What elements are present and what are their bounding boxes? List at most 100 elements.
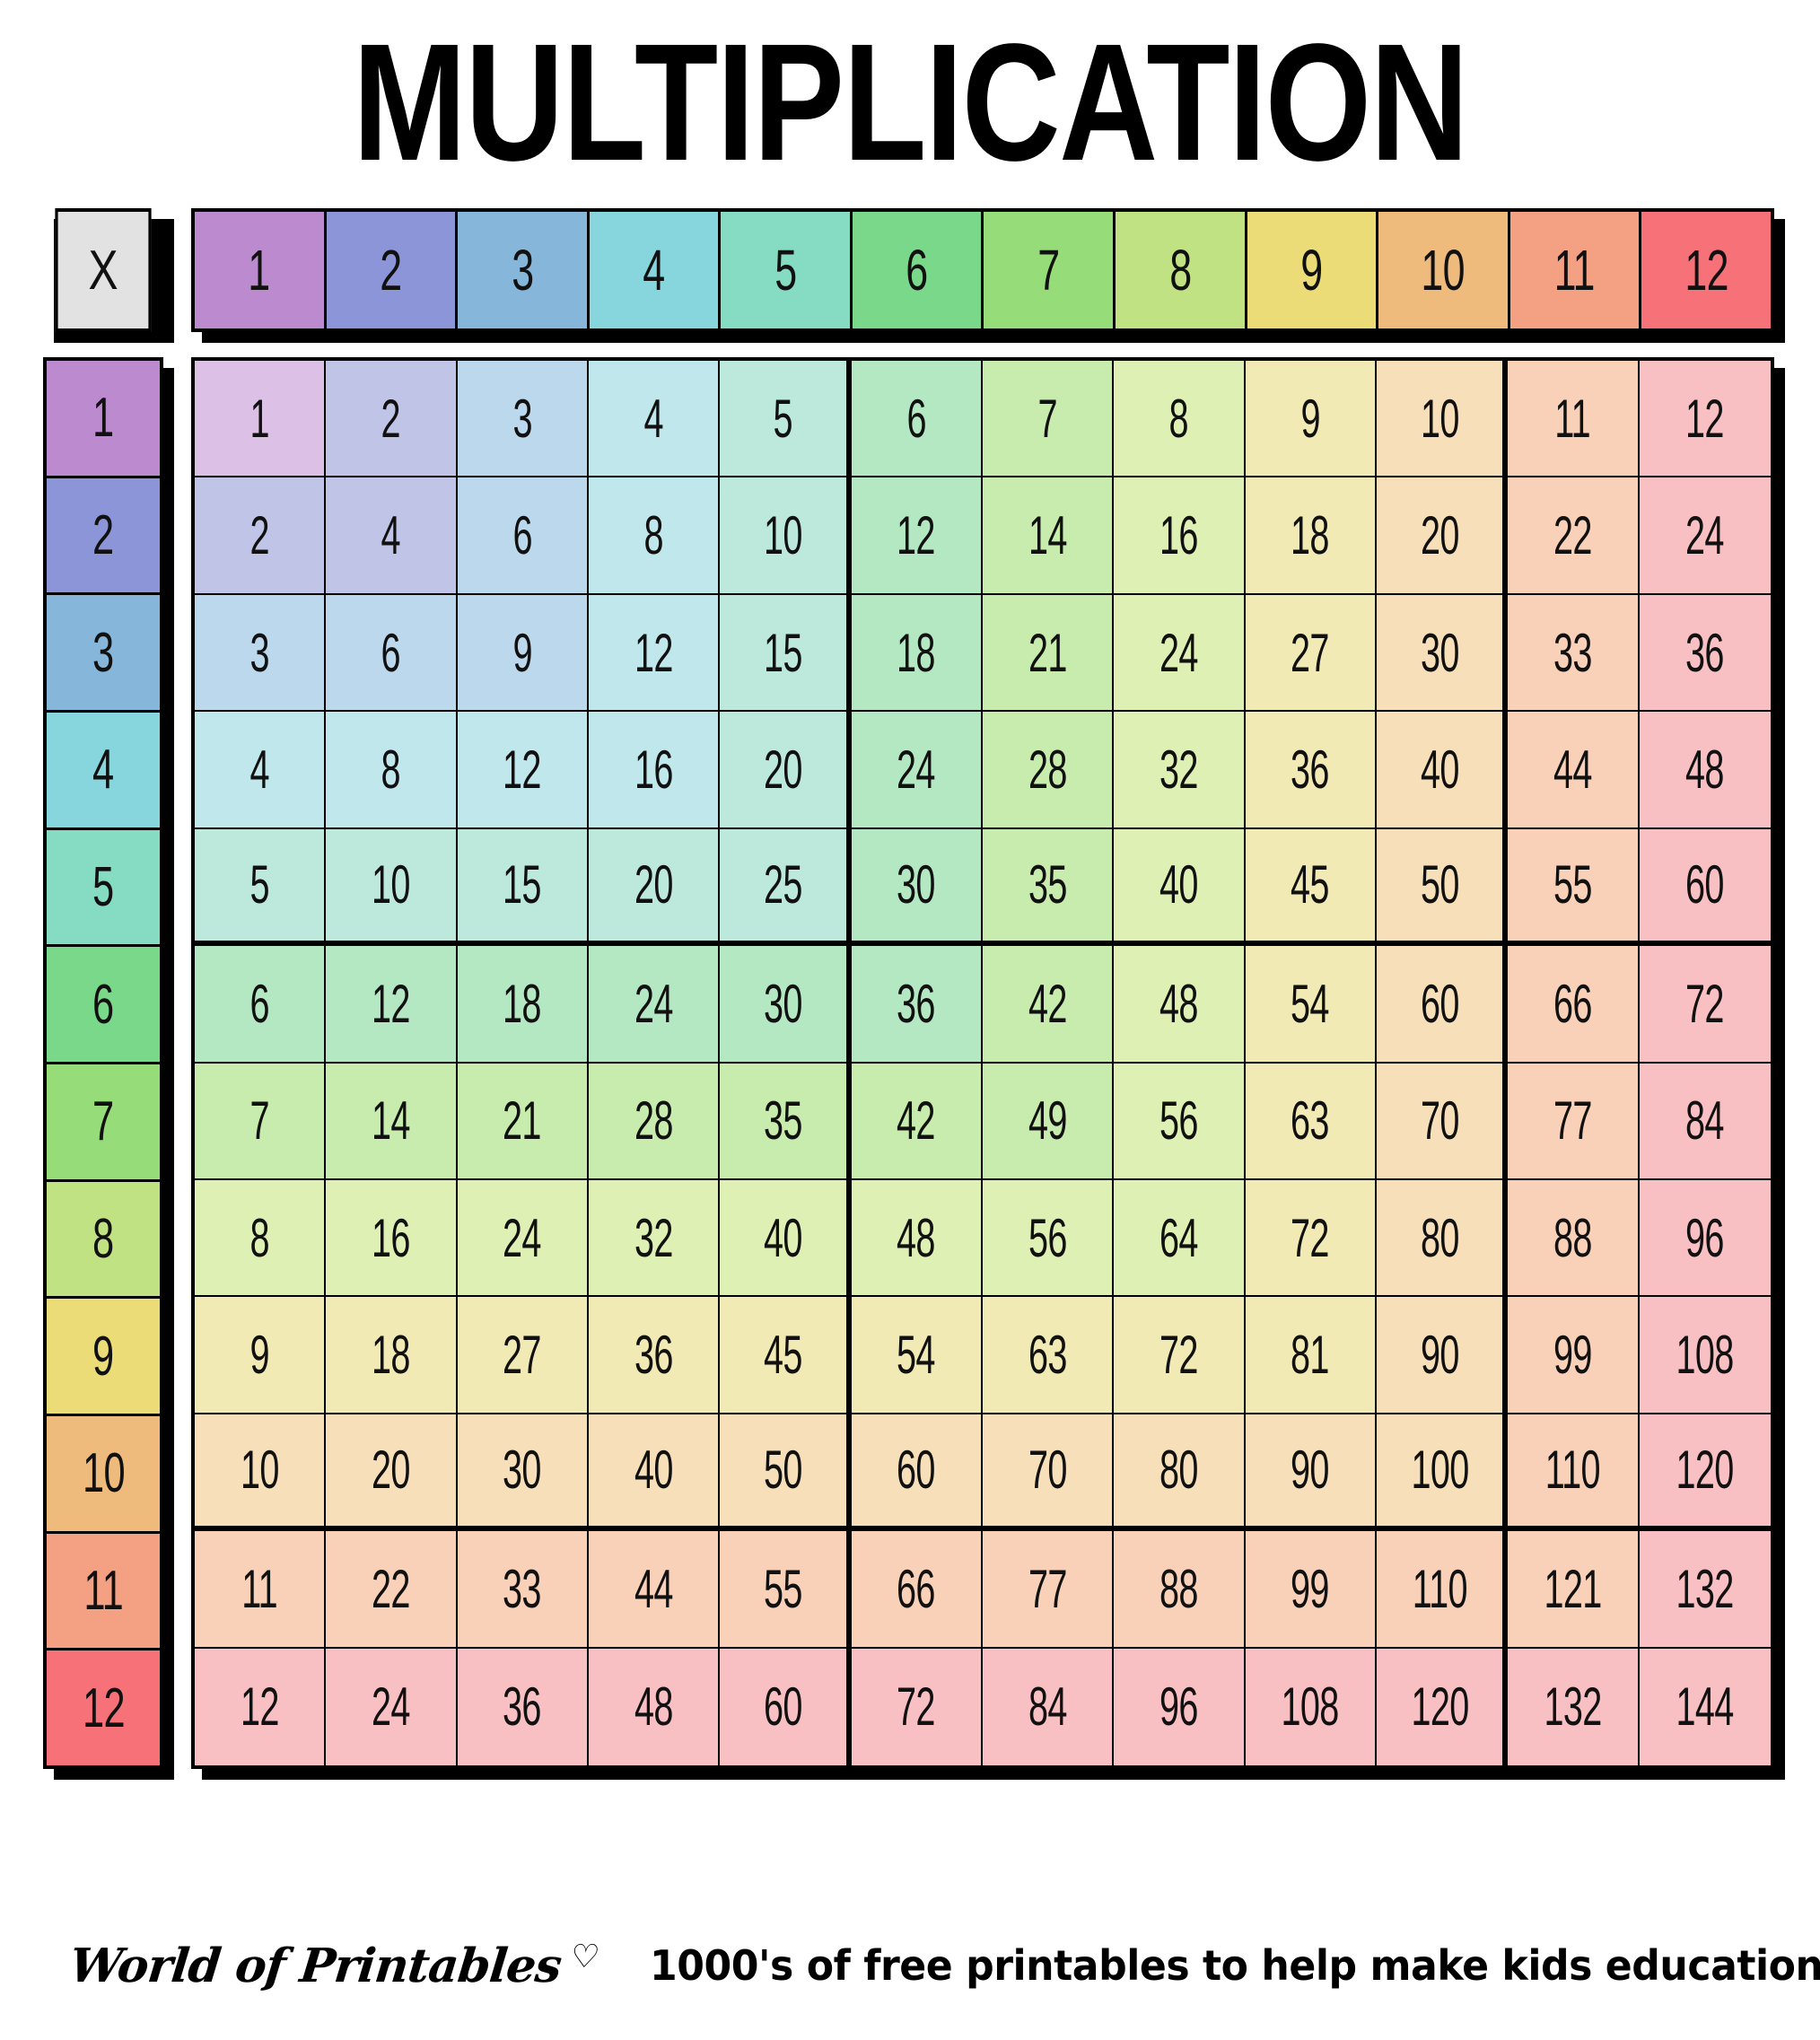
cell-value: 24 bbox=[503, 1207, 542, 1268]
table-cell: 55 bbox=[720, 1531, 852, 1649]
cell-value: 44 bbox=[634, 1558, 673, 1619]
cell-value: 55 bbox=[764, 1558, 802, 1619]
table-cell: 28 bbox=[588, 1063, 721, 1180]
cell-value: 9 bbox=[249, 1325, 269, 1386]
cell-value: 66 bbox=[1553, 973, 1592, 1034]
column-header-5: 5 bbox=[721, 212, 853, 328]
table-cell: 16 bbox=[326, 1179, 458, 1298]
table-cell: 20 bbox=[326, 1414, 458, 1532]
cell-value: 70 bbox=[1028, 1440, 1067, 1501]
table-cell: 18 bbox=[457, 946, 589, 1064]
table-cell: 96 bbox=[1639, 1179, 1771, 1298]
cell-value: 40 bbox=[764, 1207, 802, 1268]
cell-value: 7 bbox=[249, 1090, 269, 1151]
table-cell: 88 bbox=[1114, 1531, 1246, 1649]
table-cell: 70 bbox=[982, 1414, 1115, 1532]
table-cell: 11 bbox=[1508, 361, 1640, 478]
cell-value: 42 bbox=[897, 1090, 936, 1151]
cell-value: 16 bbox=[1159, 505, 1198, 566]
cell-value: 120 bbox=[1411, 1677, 1469, 1738]
cell-value: 35 bbox=[764, 1090, 802, 1151]
cell-value: 22 bbox=[372, 1558, 410, 1619]
cell-value: 12 bbox=[240, 1677, 279, 1738]
cell-value: 8 bbox=[1168, 388, 1189, 449]
cell-value: 12 bbox=[1685, 388, 1725, 449]
cell-value: 56 bbox=[1028, 1207, 1067, 1268]
cell-value: 60 bbox=[764, 1677, 802, 1738]
cell-value: 77 bbox=[1028, 1558, 1067, 1619]
cell-value: 25 bbox=[764, 854, 802, 915]
table-cell: 3 bbox=[195, 594, 327, 713]
cell-value: 50 bbox=[764, 1440, 802, 1501]
cell-value: 7 bbox=[1037, 388, 1057, 449]
cell-value: 60 bbox=[1685, 854, 1725, 915]
table-cell: 6 bbox=[195, 946, 327, 1064]
table-cell: 21 bbox=[982, 594, 1115, 713]
cell-value: 90 bbox=[1420, 1325, 1459, 1386]
table-cell: 30 bbox=[457, 1414, 589, 1532]
row-header-9: 9 bbox=[47, 1299, 160, 1417]
cell-value: 96 bbox=[1159, 1677, 1198, 1738]
cell-value: 120 bbox=[1676, 1440, 1735, 1501]
row-header-label: 12 bbox=[82, 1677, 126, 1739]
table-cell: 10 bbox=[195, 1414, 327, 1532]
table-cell: 40 bbox=[588, 1414, 721, 1532]
corner-multiply-symbol: X bbox=[55, 208, 152, 332]
table-cell: 6 bbox=[851, 361, 983, 478]
table-cell: 99 bbox=[1508, 1297, 1640, 1414]
table-cell: 8 bbox=[1114, 361, 1246, 478]
table-cell: 30 bbox=[720, 946, 852, 1064]
column-header-label: 7 bbox=[1037, 238, 1060, 302]
cell-value: 20 bbox=[372, 1440, 410, 1501]
column-header-3: 3 bbox=[458, 212, 590, 328]
table-cell: 4 bbox=[326, 477, 458, 595]
table-cell: 24 bbox=[326, 1648, 458, 1765]
table-cell: 48 bbox=[1114, 946, 1246, 1064]
cell-value: 110 bbox=[1412, 1558, 1468, 1619]
cell-value: 24 bbox=[634, 973, 673, 1034]
cell-value: 22 bbox=[1553, 505, 1592, 566]
column-header-label: 4 bbox=[643, 238, 665, 302]
cell-value: 12 bbox=[503, 739, 542, 800]
table-cell: 27 bbox=[1245, 594, 1377, 713]
cell-value: 48 bbox=[1685, 739, 1725, 800]
table-cell: 60 bbox=[1376, 946, 1509, 1064]
cell-value: 84 bbox=[1685, 1090, 1725, 1151]
cell-value: 12 bbox=[372, 973, 410, 1034]
table-cell: 84 bbox=[982, 1648, 1115, 1765]
table-cell: 50 bbox=[1376, 828, 1509, 947]
row-header-6: 6 bbox=[47, 947, 160, 1065]
cell-value: 33 bbox=[1553, 622, 1592, 683]
table-cell: 33 bbox=[1508, 594, 1640, 713]
table-cell: 90 bbox=[1245, 1414, 1377, 1532]
table-cell: 10 bbox=[326, 828, 458, 947]
table-cell: 9 bbox=[195, 1297, 327, 1414]
table-cell: 32 bbox=[1114, 712, 1246, 829]
table-cell: 66 bbox=[851, 1531, 983, 1649]
row-header-label: 8 bbox=[92, 1208, 114, 1271]
table-cell: 10 bbox=[720, 477, 852, 595]
cell-value: 60 bbox=[897, 1440, 936, 1501]
column-header-11: 11 bbox=[1509, 212, 1642, 328]
table-cell: 55 bbox=[1508, 828, 1640, 947]
cell-value: 99 bbox=[1291, 1558, 1330, 1619]
cell-value: 48 bbox=[897, 1207, 936, 1268]
cell-value: 16 bbox=[372, 1207, 410, 1268]
table-cell: 132 bbox=[1508, 1648, 1640, 1765]
cell-value: 72 bbox=[1685, 973, 1725, 1034]
cell-value: 8 bbox=[249, 1207, 269, 1268]
table-cell: 12 bbox=[588, 594, 721, 713]
cell-value: 12 bbox=[897, 505, 936, 566]
table-cell: 4 bbox=[588, 361, 721, 478]
row-header-3: 3 bbox=[47, 595, 160, 714]
cell-value: 11 bbox=[241, 1558, 278, 1619]
table-cell: 12 bbox=[1639, 361, 1771, 478]
table-cell: 6 bbox=[457, 477, 589, 595]
table-cell: 72 bbox=[851, 1648, 983, 1765]
cell-value: 14 bbox=[1028, 505, 1067, 566]
cell-value: 45 bbox=[764, 1325, 802, 1386]
table-cell: 40 bbox=[1114, 828, 1246, 947]
column-header-label: 6 bbox=[906, 238, 929, 302]
table-cell: 54 bbox=[1245, 946, 1377, 1064]
table-cell: 12 bbox=[326, 946, 458, 1064]
